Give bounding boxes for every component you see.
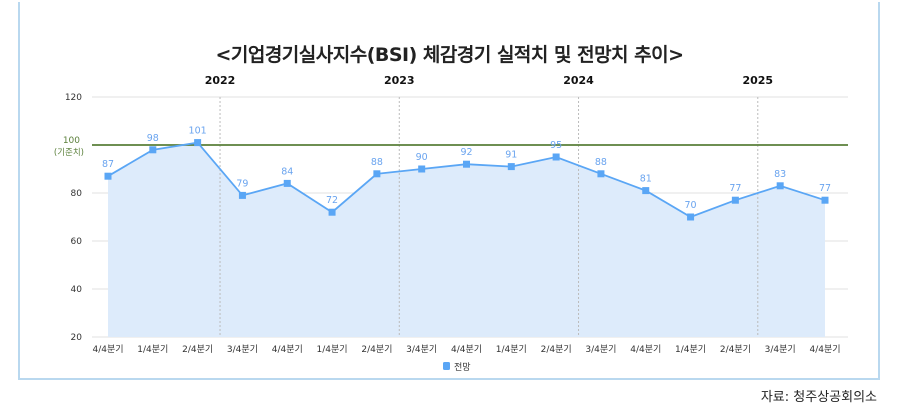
data-label: 90 [416,152,428,163]
x-tick-label: 4/4분기 [451,344,482,355]
data-label: 88 [371,157,383,168]
data-point [149,146,157,154]
data-label: 72 [326,195,338,206]
x-tick-label: 2/4분기 [541,344,572,355]
x-tick-label: 1/4분기 [137,344,168,355]
y-tick-label: 120 [65,93,82,103]
data-point [776,182,784,190]
legend-swatch [443,362,450,370]
x-tick-label: 1/4분기 [496,344,527,355]
data-label: 70 [685,200,697,211]
y-tick-label: 60 [71,237,83,247]
x-tick-label: 4/4분기 [809,344,840,355]
x-tick-label: 1/4분기 [317,344,348,355]
data-label: 98 [147,133,159,144]
data-label: 84 [281,166,293,177]
data-point [418,165,426,173]
x-tick-label: 3/4분기 [227,344,258,355]
year-label: 2025 [742,74,773,87]
data-label: 77 [729,183,741,194]
data-point [642,187,650,195]
chart-title: <기업경기실사지수(BSI) 체감경기 실적치 및 전망치 추이> [215,44,684,66]
data-point [328,208,336,216]
series-area [108,142,825,337]
data-point [463,160,470,168]
x-tick-label: 2/4분기 [182,344,213,355]
data-point [687,213,695,221]
data-point [507,163,515,171]
source-note: 자료: 청주상공회의소 [760,390,877,405]
x-tick-label: 3/4분기 [406,344,437,355]
data-label: 88 [595,157,607,168]
data-label: 83 [774,169,786,180]
reference-sublabel: (기준치) [54,148,84,158]
data-point [597,170,605,178]
data-point [821,196,829,204]
x-tick-label: 4/4분기 [630,344,661,355]
data-point [104,172,112,180]
y-tick-label: 80 [71,189,83,199]
data-label: 81 [640,174,652,185]
data-point [731,196,739,204]
data-label: 95 [550,140,562,151]
x-tick-label: 4/4분기 [92,344,123,355]
data-label: 91 [505,150,517,161]
y-tick-label: 40 [71,285,83,295]
year-label: 2022 [205,74,236,87]
x-tick-label: 3/4분기 [765,344,796,355]
x-tick-label: 3/4분기 [585,344,616,355]
data-point [194,139,202,147]
data-label: 77 [819,183,831,194]
data-point [373,170,381,178]
data-point [238,191,246,199]
x-tick-label: 2/4분기 [720,344,751,355]
data-label: 101 [189,126,207,137]
x-tick-label: 4/4분기 [272,344,303,355]
year-label: 2024 [563,74,594,87]
chart-frame [18,2,880,380]
x-tick-label: 2/4분기 [361,344,392,355]
y-tick-label: 20 [71,333,83,343]
x-tick-label: 1/4분기 [675,344,706,355]
data-point [283,179,291,187]
year-label: 2023 [384,74,415,87]
data-label: 87 [102,159,114,170]
data-label: 79 [236,178,248,189]
legend-label: 전망 [454,362,471,373]
data-point [552,153,560,161]
reference-label: 100 [63,136,80,146]
data-label: 92 [460,147,472,158]
